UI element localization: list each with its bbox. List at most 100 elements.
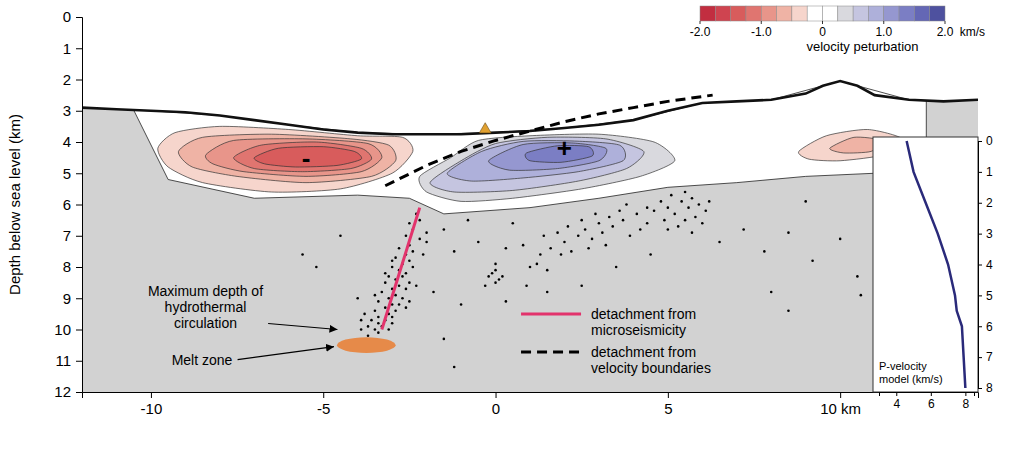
model-extent xyxy=(134,81,927,214)
earthquake xyxy=(408,259,411,262)
earthquake xyxy=(374,328,377,331)
annotation-arrow xyxy=(238,347,334,360)
colorbar-bin xyxy=(715,6,730,21)
earthquake xyxy=(360,319,363,322)
earthquake xyxy=(408,300,411,303)
inset-y-tick-label: 0 xyxy=(986,134,993,148)
earthquake xyxy=(356,297,359,300)
inset-y-tick-mark xyxy=(978,141,982,142)
y-tick: 2 xyxy=(63,71,82,88)
inset-x-tick-label: 6 xyxy=(928,397,935,411)
earthquake xyxy=(567,225,570,228)
earthquake xyxy=(412,266,415,269)
colorbar-bin xyxy=(914,6,929,21)
earthquake xyxy=(443,228,446,231)
velocity-contour xyxy=(158,126,413,192)
earthquake xyxy=(491,272,494,275)
colorbar-bin xyxy=(731,6,746,21)
y-axis: 0123456789101112 xyxy=(54,8,82,400)
plot-area xyxy=(82,81,978,392)
earthquake xyxy=(549,247,552,250)
earthquake xyxy=(584,228,587,231)
velocity-contour xyxy=(419,134,675,202)
earthquake xyxy=(591,238,594,241)
earthquake xyxy=(422,253,425,256)
earthquake xyxy=(787,309,790,312)
inset-y-tick: 2 xyxy=(978,196,993,210)
y-tick: 4 xyxy=(63,133,82,150)
earthquake xyxy=(608,216,611,219)
colorbar-tick-label: 2.0 xyxy=(937,25,954,39)
inset-y-tick-label: 4 xyxy=(986,258,993,272)
y-tick: 1 xyxy=(63,40,82,57)
earthquake xyxy=(412,250,415,253)
velocity-contour xyxy=(178,134,396,182)
inset-y-tick-mark xyxy=(978,357,982,358)
inset-y-tick: 3 xyxy=(978,227,993,241)
inset-x-axis: 4 6 8 xyxy=(880,392,975,411)
earthquake xyxy=(387,297,390,300)
inset-x-axis-line xyxy=(880,393,975,397)
detachment-line xyxy=(385,95,712,186)
earthquake xyxy=(391,316,394,319)
inset-x-tick-label: 8 xyxy=(963,397,970,411)
earthquake xyxy=(560,253,563,256)
colorbar-bin xyxy=(792,6,807,21)
y-tick-label: 7 xyxy=(63,227,71,244)
earthquake xyxy=(425,241,428,244)
colorbar-tick-label: -1.0 xyxy=(751,25,772,39)
y-tick-label: 6 xyxy=(63,196,71,213)
y-tick-label: 5 xyxy=(63,165,71,182)
inset-y-tick-mark xyxy=(978,388,982,389)
earthquake xyxy=(580,284,583,287)
inset-y-tick: 8 xyxy=(978,381,993,395)
annotation: Melt zone xyxy=(172,352,233,368)
y-tick-mark xyxy=(76,48,82,49)
seismicity xyxy=(301,191,862,369)
earthquake xyxy=(649,253,652,256)
earthquake xyxy=(687,206,690,209)
earthquake xyxy=(598,222,601,225)
velocity-contour xyxy=(234,142,372,172)
inset-y-tick: 5 xyxy=(978,289,993,303)
y-tick: 5 xyxy=(63,165,82,182)
inset-y-tick-label: 2 xyxy=(986,196,993,210)
x-tick-label: 5 xyxy=(664,400,672,417)
earthquake xyxy=(384,306,387,309)
chart: -+Maximum depth ofhydrothermalcirculatio… xyxy=(0,0,1016,450)
earthquake xyxy=(804,200,807,203)
inset-y-tick-label: 1 xyxy=(986,165,993,179)
colorbar-title: velocity peturbation xyxy=(806,39,918,54)
earthquake xyxy=(708,200,711,203)
y-tick-mark xyxy=(76,173,82,174)
earthquake xyxy=(505,300,508,303)
colorbar-bin xyxy=(777,6,792,21)
annotation-arrow xyxy=(268,324,337,330)
earthquake xyxy=(577,234,580,237)
y-tick-mark xyxy=(76,205,82,206)
earthquake xyxy=(718,241,721,244)
earthquake xyxy=(432,291,435,294)
legend-label: detachment fromvelocity boundaries xyxy=(591,344,711,376)
annotation: Maximum depth ofhydrothermalcirculation xyxy=(148,283,263,331)
y-axis-title: Depth below sea level (km) xyxy=(6,114,23,295)
earthquake xyxy=(667,228,670,231)
y-tick-mark xyxy=(76,361,82,362)
y-tick-label: 9 xyxy=(63,290,71,307)
earthquake xyxy=(387,328,390,331)
y-tick-label: 10 xyxy=(54,321,71,338)
colorbar-bin xyxy=(807,6,822,21)
colorbar-bin xyxy=(746,6,761,21)
inset-x-tick-label: 4 xyxy=(893,397,900,411)
colorbar-bin xyxy=(823,6,838,21)
earthquake xyxy=(536,263,539,266)
text-line: P-velocity xyxy=(879,360,927,372)
earthquake xyxy=(477,241,480,244)
text-line: hydrothermal xyxy=(165,299,247,315)
earthquake xyxy=(408,281,411,284)
earthquake xyxy=(698,203,701,206)
earthquake xyxy=(742,228,745,231)
anomaly-sign: - xyxy=(302,143,311,173)
earthquake xyxy=(418,238,421,241)
earthquake xyxy=(653,209,656,212)
